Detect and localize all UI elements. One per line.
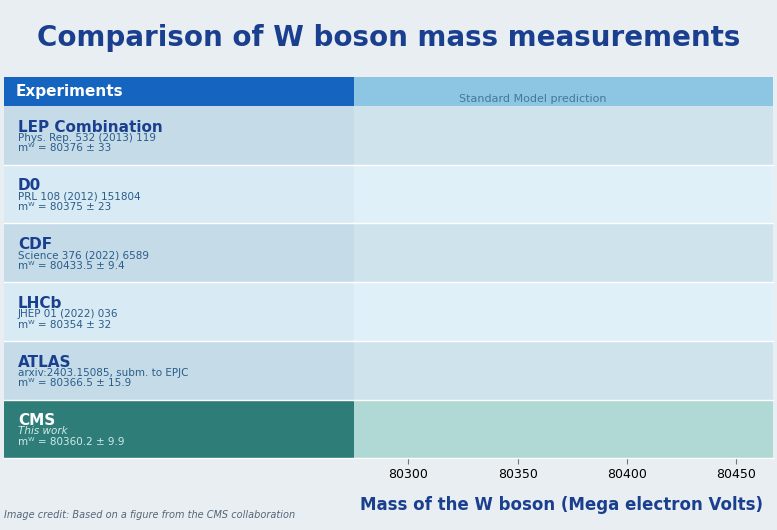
Text: mᵂ = 80433.5 ± 9.4: mᵂ = 80433.5 ± 9.4 <box>18 261 124 271</box>
Text: Mass of the W boson (Mega electron Volts): Mass of the W boson (Mega electron Volts… <box>360 496 763 514</box>
Text: mᵂ = 80366.5 ± 15.9: mᵂ = 80366.5 ± 15.9 <box>18 378 131 388</box>
Text: mᵂ = 80375 ± 23: mᵂ = 80375 ± 23 <box>18 202 111 212</box>
Text: LHCb: LHCb <box>18 296 62 311</box>
Text: arxiv:2403.15085, subm. to EPJC: arxiv:2403.15085, subm. to EPJC <box>18 368 188 378</box>
Bar <box>520 106 546 458</box>
Text: Science 376 (2022) 6589: Science 376 (2022) 6589 <box>18 250 149 260</box>
Text: CMS: CMS <box>18 413 55 428</box>
Text: mᵂ = 80360.2 ± 9.9: mᵂ = 80360.2 ± 9.9 <box>18 437 124 447</box>
Text: PRL 108 (2012) 151804: PRL 108 (2012) 151804 <box>18 191 141 201</box>
Text: LEP Combination: LEP Combination <box>18 120 162 135</box>
Text: mᵂ = 80354 ± 32: mᵂ = 80354 ± 32 <box>18 320 111 330</box>
Text: This work: This work <box>18 427 68 436</box>
Text: Standard Model prediction: Standard Model prediction <box>459 94 607 104</box>
Text: ATLAS: ATLAS <box>18 355 71 369</box>
Text: JHEP 01 (2022) 036: JHEP 01 (2022) 036 <box>18 309 118 319</box>
Text: Comparison of W boson mass measurements: Comparison of W boson mass measurements <box>37 24 740 52</box>
Text: mᵂ = 80376 ± 33: mᵂ = 80376 ± 33 <box>18 143 111 153</box>
Text: Experiments: Experiments <box>16 84 124 99</box>
Text: Phys. Rep. 532 (2013) 119: Phys. Rep. 532 (2013) 119 <box>18 132 156 143</box>
Text: CDF: CDF <box>18 237 52 252</box>
Text: D0: D0 <box>18 179 41 193</box>
Text: Image credit: Based on a figure from the CMS collaboration: Image credit: Based on a figure from the… <box>4 510 295 520</box>
